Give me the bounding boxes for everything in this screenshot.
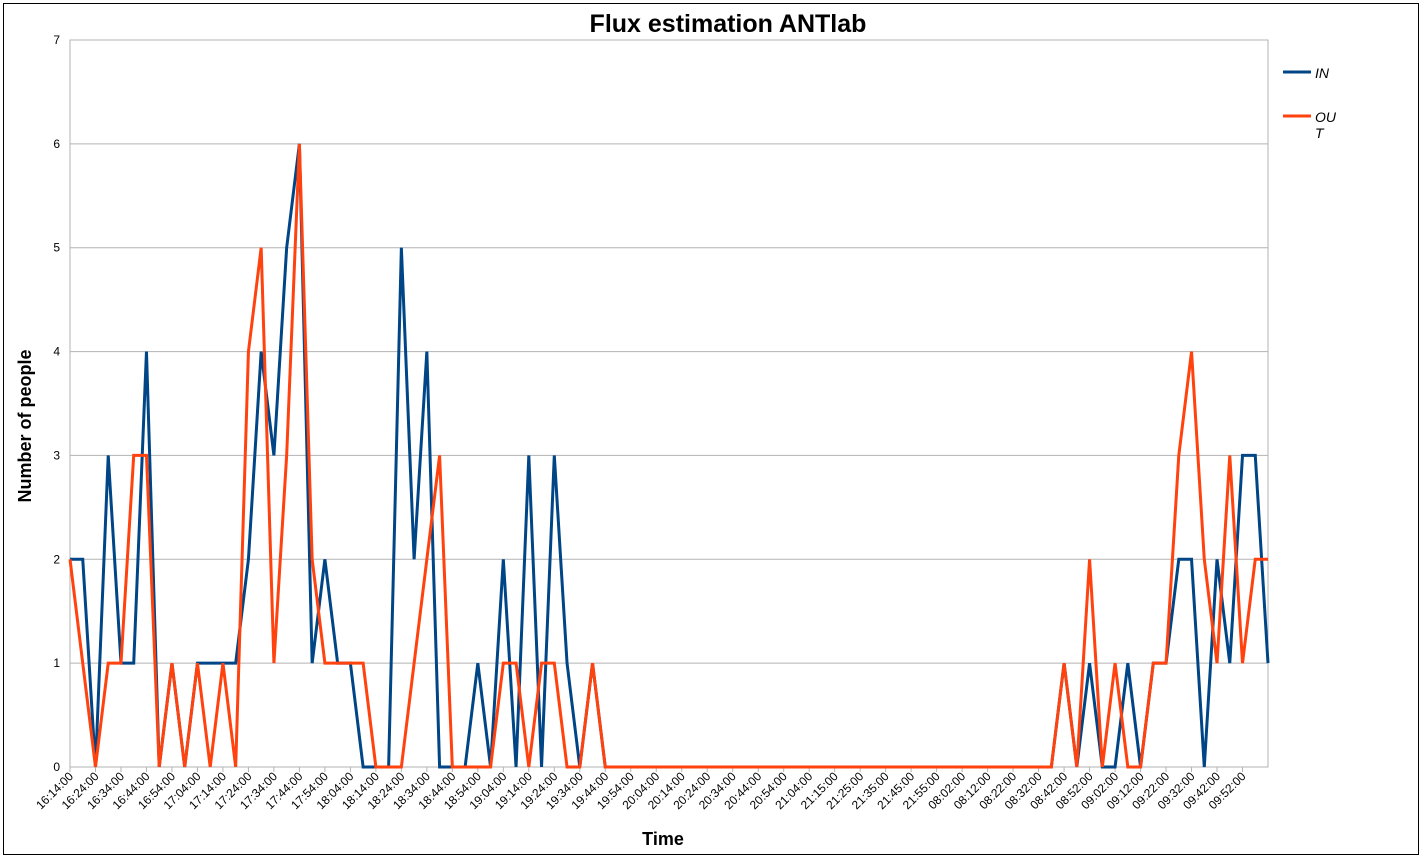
series-lines <box>68 143 1270 769</box>
y-axis-ticks: 0 1 2 3 4 5 6 7 <box>53 33 60 774</box>
y-tick-label: 7 <box>53 33 60 47</box>
y-tick-label: 2 <box>53 552 60 566</box>
y-tick-label: 1 <box>53 656 60 670</box>
gridlines <box>69 39 1269 768</box>
chart-title: Flux estimation ANTlab <box>590 10 867 38</box>
y-tick-label: 6 <box>53 137 60 151</box>
y-tick-label: 5 <box>53 241 60 255</box>
y-tick-label: 3 <box>53 448 60 462</box>
y-tick-label: 4 <box>53 345 60 359</box>
y-axis-title: Number of people <box>15 349 35 502</box>
legend-label-in: IN <box>1315 65 1330 81</box>
chart-frame <box>3 3 1419 855</box>
legend-label-out: T <box>1315 125 1325 141</box>
x-axis-title: Time <box>642 829 684 849</box>
legend: IN OUT <box>1283 65 1337 141</box>
series-line-out <box>68 143 1268 769</box>
plot-area <box>69 39 1269 768</box>
legend-label-out: OU <box>1315 109 1337 125</box>
y-tick-label: 0 <box>53 760 60 774</box>
x-axis-ticks: 16:14:0016:24:0016:34:0016:44:0016:54:00… <box>33 767 1249 812</box>
